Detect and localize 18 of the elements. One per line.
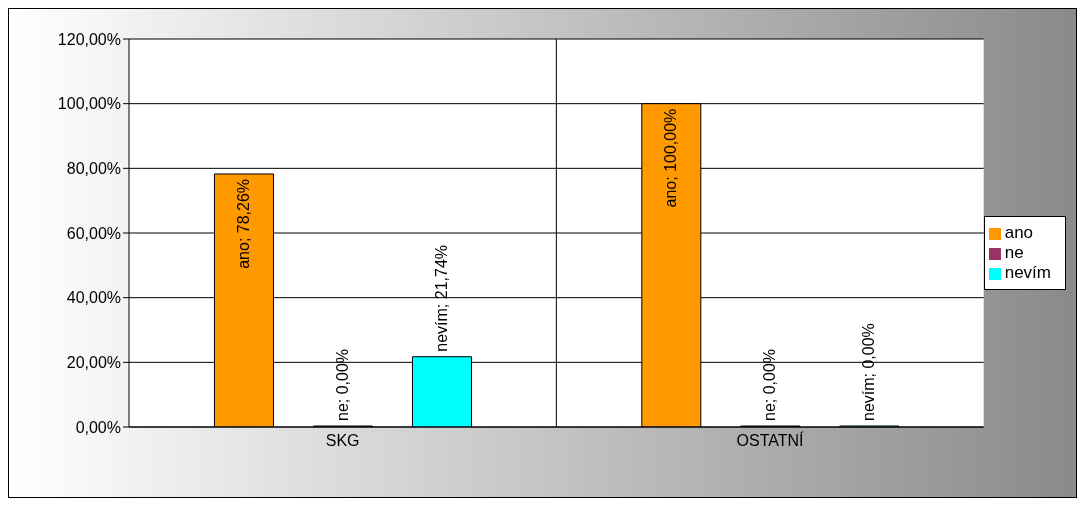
y-tick-label: 120,00% bbox=[57, 30, 121, 48]
data-label: ano; 78,26% bbox=[234, 178, 252, 269]
data-label: ne; 0,00% bbox=[761, 348, 779, 421]
x-tick-label: OSTATNÍ bbox=[736, 431, 805, 450]
legend-label: ne bbox=[1004, 243, 1024, 262]
y-tick-label: 20,00% bbox=[66, 354, 121, 372]
y-tick-label: 40,00% bbox=[66, 289, 121, 307]
data-label: nevím; 0,00% bbox=[860, 323, 878, 421]
x-tick-label: SKG bbox=[325, 432, 360, 450]
y-tick-label: 60,00% bbox=[66, 224, 121, 242]
data-label: nevím; 21,74% bbox=[432, 244, 450, 352]
y-tick-label: 80,00% bbox=[66, 160, 121, 178]
y-tick-label: 100,00% bbox=[57, 95, 121, 113]
legend-label: nevím bbox=[1004, 263, 1051, 282]
legend-label: ano bbox=[1004, 223, 1034, 242]
data-label: ano; 100,00% bbox=[662, 108, 680, 208]
y-tick-label: 0,00% bbox=[75, 418, 121, 436]
data-label: ne; 0,00% bbox=[333, 348, 351, 421]
